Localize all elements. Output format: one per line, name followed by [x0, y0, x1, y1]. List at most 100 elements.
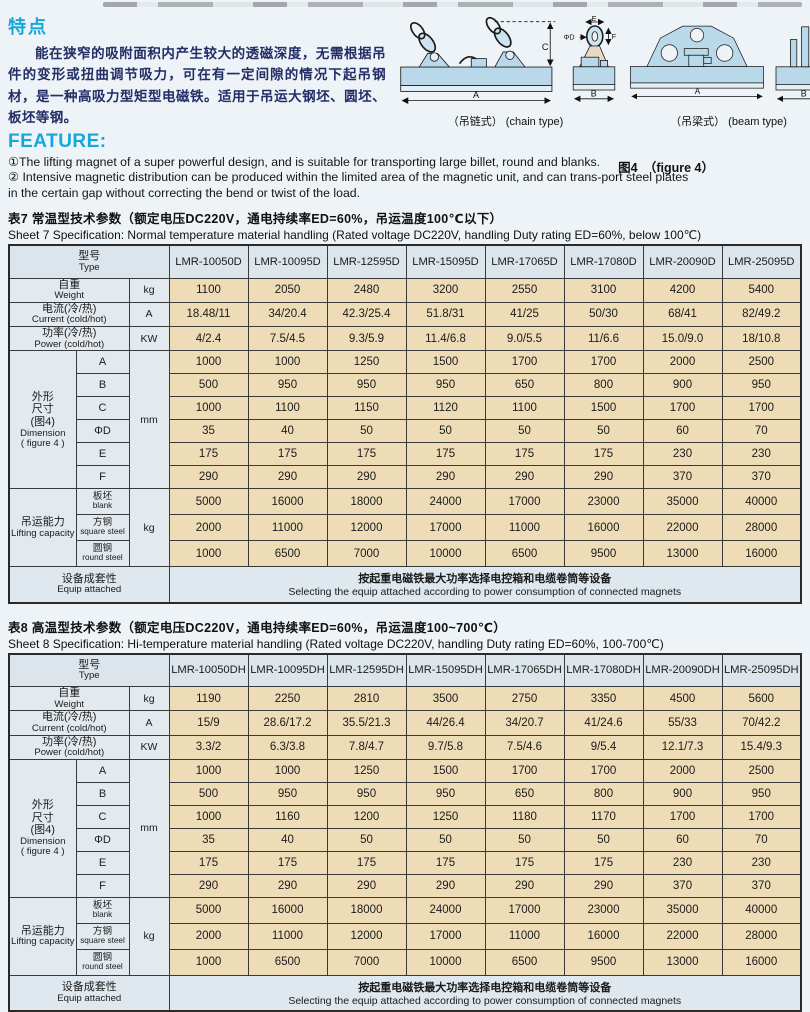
material-cell: 板坯 blank: [75, 488, 130, 516]
value-cell: 35.5/21.3: [326, 710, 407, 736]
value-cell: 16000: [721, 948, 802, 976]
model-header-cell: LMR-10050DH: [168, 653, 249, 688]
value-cell: 35000: [642, 488, 723, 516]
value-cell: 70/42.2: [721, 710, 802, 736]
value-cell: 28.6/17.2: [247, 710, 328, 736]
value-cell: 17000: [484, 488, 565, 516]
value-cell: 230: [721, 850, 802, 875]
row-label-cell: 功率(冷/热) Power (cold/hot): [8, 325, 130, 352]
value-cell: 175: [168, 850, 249, 875]
feature-item-1: ①The lifting magnet of a super powerful …: [8, 155, 601, 169]
header-section: 特点 能在狭窄的吸附面积内产生较大的透磁深度，无需根据吊件的变形或扭曲调节吸力，…: [8, 11, 810, 129]
dimension-letter-cell: A: [75, 350, 130, 375]
figure4-reference: 图4 （figure 4）: [618, 161, 714, 175]
value-cell: 1150: [326, 396, 407, 421]
value-cell: 9.3/5.9: [326, 325, 407, 352]
value-cell: 34/20.4: [247, 301, 328, 327]
value-cell: 2810: [326, 686, 407, 712]
dim-a-label-beam: A: [695, 87, 701, 96]
value-cell: 70: [721, 419, 802, 444]
value-cell: 2250: [247, 686, 328, 712]
chain-type-front-diagram: C A: [400, 16, 556, 104]
value-cell: 50: [326, 827, 407, 852]
value-cell: 41/24.6: [563, 710, 644, 736]
value-cell: 6500: [484, 948, 565, 976]
value-cell: 290: [326, 465, 407, 490]
value-cell: 5400: [721, 277, 802, 303]
value-cell: 10000: [405, 948, 486, 976]
cn-feature-paragraph: 能在狭窄的吸附面积内产生较大的透磁深度，无需根据吊件的变形或扭曲调节吸力，可在有…: [8, 46, 386, 125]
value-cell: 5000: [168, 896, 249, 924]
unit-cell: kg: [128, 686, 170, 712]
value-cell: 18/10.8: [721, 325, 802, 352]
model-header-cell: LMR-15095D: [405, 244, 486, 279]
value-cell: 35000: [642, 896, 723, 924]
value-cell: 1200: [326, 804, 407, 829]
value-cell: 28000: [721, 514, 802, 542]
unit-cell: KW: [128, 734, 170, 760]
value-cell: 40: [247, 419, 328, 444]
value-cell: 50: [405, 827, 486, 852]
value-cell: 1000: [168, 948, 249, 976]
value-cell: 11.4/6.8: [405, 325, 486, 352]
value-cell: 2000: [168, 514, 249, 542]
value-cell: 5600: [721, 686, 802, 712]
value-cell: 35: [168, 419, 249, 444]
capacity-group-label-cell: 吊运能力 Lifting capacity: [8, 488, 77, 568]
value-cell: 12.1/7.3: [642, 734, 723, 760]
dimension-letter-cell: E: [75, 442, 130, 467]
unit-cell: kg: [128, 277, 170, 303]
value-cell: 1170: [563, 804, 644, 829]
value-cell: 1700: [563, 350, 644, 375]
value-cell: 10000: [405, 540, 486, 568]
model-header-cell: LMR-25095DH: [721, 653, 802, 688]
value-cell: 230: [721, 442, 802, 467]
value-cell: 900: [642, 373, 723, 398]
value-cell: 7.5/4.5: [247, 325, 328, 352]
value-cell: 15/9: [168, 710, 249, 736]
cn-feature-title: 特点: [8, 17, 48, 37]
model-header-cell: LMR-10095DH: [247, 653, 328, 688]
equip-text-cell: 按起重电磁铁最大功率选择电控箱和电缆卷筒等设备 Selecting the equ…: [168, 566, 802, 604]
value-cell: 18.48/11: [168, 301, 249, 327]
value-cell: 1700: [721, 396, 802, 421]
table8-caption: 表8 高温型技术参数（额定电压DC220V，通电持续率ED=60%，吊运温度10…: [8, 617, 802, 651]
value-cell: 24000: [405, 896, 486, 924]
value-cell: 11/6.6: [563, 325, 644, 352]
value-cell: 9500: [563, 948, 644, 976]
value-cell: 12000: [326, 514, 407, 542]
value-cell: 40000: [721, 896, 802, 924]
unit-cell: KW: [128, 325, 170, 352]
value-cell: 290: [168, 465, 249, 490]
type-label-cell: 型号 Type: [8, 244, 170, 279]
value-cell: 4/2.4: [168, 325, 249, 352]
value-cell: 950: [405, 781, 486, 806]
model-header-cell: LMR-17080D: [563, 244, 644, 279]
row-label-cell: 电流(冷/热) Current (cold/hot): [8, 710, 130, 736]
diagram-row: C A E ΦD F: [394, 11, 810, 111]
dimension-letter-cell: C: [75, 396, 130, 421]
value-cell: 950: [405, 373, 486, 398]
value-cell: 1700: [484, 758, 565, 783]
value-cell: 1100: [247, 396, 328, 421]
dim-a-label: A: [473, 90, 480, 100]
value-cell: 23000: [563, 896, 644, 924]
value-cell: 9.7/5.8: [405, 734, 486, 760]
dimension-letter-cell: B: [75, 373, 130, 398]
value-cell: 1000: [247, 758, 328, 783]
material-cell: 方钢 square steel: [75, 514, 130, 542]
value-cell: 50: [326, 419, 407, 444]
value-cell: 175: [484, 850, 565, 875]
value-cell: 950: [247, 373, 328, 398]
value-cell: 800: [563, 781, 644, 806]
value-cell: 15.4/9.3: [721, 734, 802, 760]
value-cell: 1100: [168, 277, 249, 303]
intro-block: 特点 能在狭窄的吸附面积内产生较大的透磁深度，无需根据吊件的变形或扭曲调节吸力，…: [8, 11, 386, 128]
value-cell: 290: [563, 873, 644, 898]
value-cell: 290: [484, 873, 565, 898]
value-cell: 2000: [642, 758, 723, 783]
value-cell: 1700: [563, 758, 644, 783]
value-cell: 6.3/3.8: [247, 734, 328, 760]
row-label-cell: 自重 Weight: [8, 686, 130, 712]
value-cell: 7.8/4.7: [326, 734, 407, 760]
